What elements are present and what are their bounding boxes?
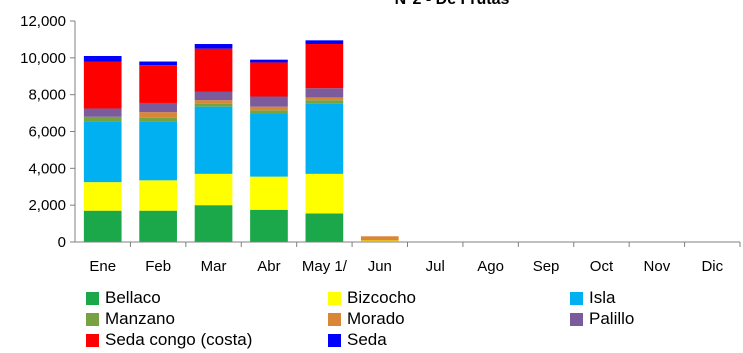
bar-segment (250, 59, 288, 63)
y-tick-label: 8,000 (28, 87, 66, 104)
legend-swatch (86, 312, 99, 326)
x-tick-label: Dic (701, 258, 723, 275)
bar-segment (305, 97, 344, 101)
legend-swatch (570, 291, 583, 305)
bar-segment (305, 40, 344, 45)
y-tick-label: 0 (58, 234, 66, 251)
legend-label: Bizcocho (347, 288, 416, 307)
bar-segment (360, 240, 399, 242)
bar-segment (194, 173, 233, 206)
bar-segment (360, 236, 399, 241)
legend-item: Bellaco (86, 288, 161, 308)
bar-segment (250, 209, 288, 242)
x-tick-label: Jul (426, 258, 445, 275)
legend-label: Morado (347, 309, 405, 328)
x-tick-label: Abr (257, 258, 280, 275)
bar-segment (139, 102, 177, 113)
bar-segment (83, 116, 122, 122)
legend-item: Bizcocho (328, 288, 416, 308)
bar-segment (194, 44, 233, 49)
bar-segment (305, 103, 344, 174)
bar-segment (250, 96, 288, 107)
bar-segment (250, 113, 288, 177)
legend-label: Bellaco (105, 288, 161, 307)
legend-item: Morado (328, 309, 405, 329)
legend-item: Seda (328, 330, 387, 350)
x-tick-label: Jun (368, 258, 392, 275)
bar-segment (194, 91, 233, 101)
legend-swatch (328, 291, 341, 305)
bar-segment (139, 65, 177, 103)
x-tick-label: May 1/ (302, 258, 348, 275)
x-tick-label: Ago (477, 258, 504, 275)
y-axis: 0 2,000 4,000 6,000 8,000 10,000 12,000 (20, 13, 75, 251)
legend-label: Isla (589, 288, 616, 307)
y-tick-label: 10,000 (20, 50, 66, 67)
legend: Bellaco Bizcocho Isla Manzano Morado Palillo S… (86, 288, 726, 352)
legend-swatch (328, 312, 341, 326)
bar-segment (83, 61, 122, 109)
bar-segment (305, 44, 344, 89)
legend-swatch (86, 291, 99, 305)
bar-segment (250, 176, 288, 210)
bar-segment (194, 103, 233, 107)
bar-segment (194, 100, 233, 104)
bar-segment (139, 61, 177, 66)
legend-item: Palillo (570, 309, 634, 329)
legend-item: Isla (570, 288, 615, 308)
bar-segment (139, 112, 177, 118)
bar-segment (83, 210, 122, 242)
legend-swatch (86, 333, 99, 347)
bar-segment (305, 173, 344, 214)
bar-segment (250, 62, 288, 97)
bar-segment (83, 121, 122, 183)
bar-segment (194, 48, 233, 92)
bar-segment (305, 100, 344, 104)
bar-segment (83, 182, 122, 211)
y-tick-label: 4,000 (28, 160, 66, 177)
bar-segment (83, 55, 122, 62)
x-tick-label: Sep (533, 258, 560, 275)
legend-item: Seda congo (costa) (86, 330, 252, 350)
legend-item: Manzano (86, 309, 175, 329)
x-tick-label: Nov (644, 258, 671, 275)
y-tick-label: 12,000 (20, 13, 66, 30)
legend-label: Manzano (105, 309, 175, 328)
bar-segment (250, 110, 288, 114)
y-tick-label: 6,000 (28, 124, 66, 141)
legend-label: Seda (347, 330, 387, 349)
bar-segment (139, 117, 177, 122)
x-tick-label: Oct (590, 258, 614, 275)
x-tick-label: Mar (201, 258, 227, 275)
legend-label: Seda congo (costa) (105, 330, 253, 349)
x-tick-label: Ene (89, 258, 116, 275)
chart-title: N°2 - De Frutas (395, 0, 510, 8)
bar-segment (305, 88, 344, 98)
bar-segment (194, 106, 233, 174)
legend-label: Palillo (589, 309, 635, 328)
bar-segment (250, 106, 288, 111)
y-tick-label: 2,000 (28, 197, 66, 214)
x-axis: Ene Feb Mar Abr May 1/Jun Jul Ago Sep Oct Nov Dic (89, 242, 741, 275)
bar-segment (83, 108, 122, 117)
bar-segment (139, 180, 177, 211)
x-tick-label: Feb (145, 258, 171, 275)
bar-segment (305, 213, 344, 242)
bar-segment (194, 205, 233, 242)
legend-swatch (570, 312, 583, 326)
bars (83, 40, 399, 242)
legend-swatch (328, 333, 341, 347)
bar-segment (139, 210, 177, 242)
bar-segment (139, 121, 177, 181)
